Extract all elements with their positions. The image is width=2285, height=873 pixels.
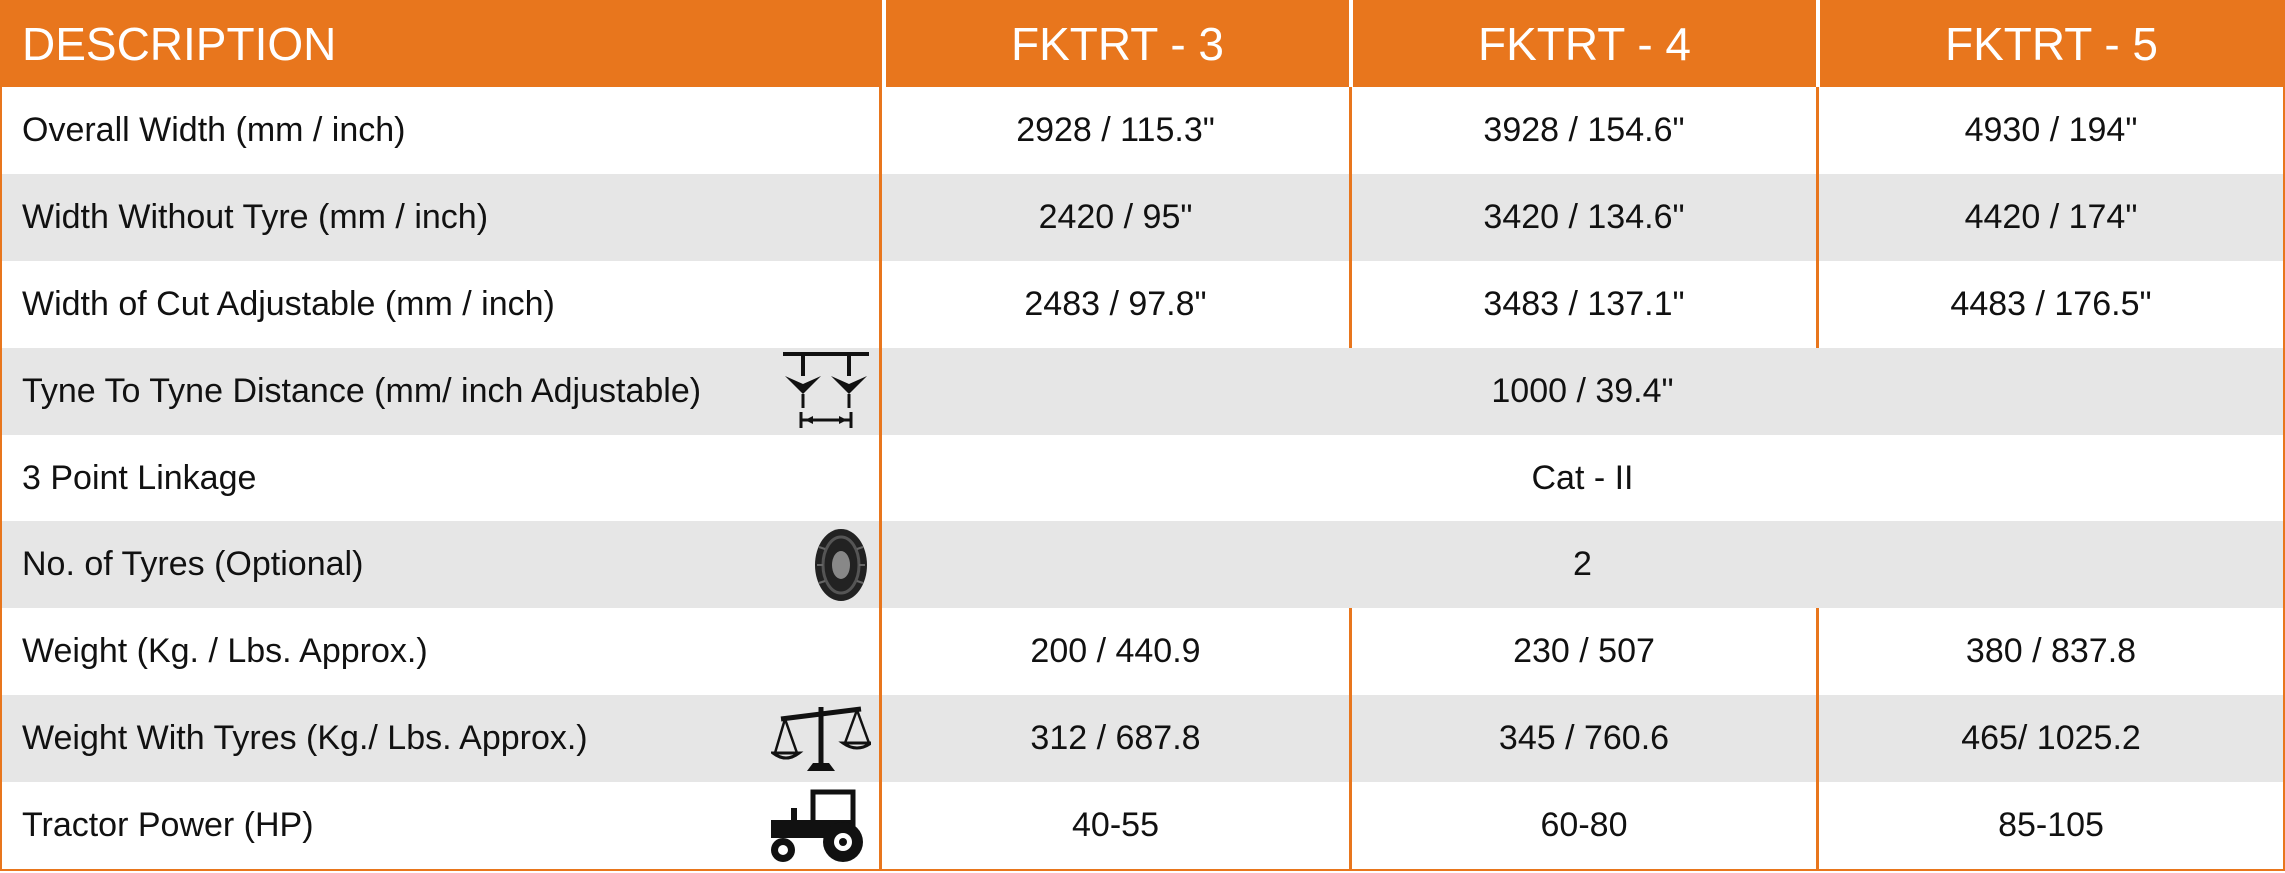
header-fktrt-3: FKTRT - 3	[882, 0, 1349, 87]
table-cell: 4420 / 174"	[1816, 173, 2283, 261]
row-label-text: Weight (Kg. / Lbs. Approx.)	[22, 632, 428, 671]
row-label-no-of-tyres: No. of Tyres (Optional)	[2, 521, 882, 609]
table-cell: 85-105	[1816, 782, 2283, 870]
table-cell: 2483 / 97.8"	[1024, 284, 1207, 323]
row-label-weight-with-tyres: Weight With Tyres (Kg./ Lbs. Approx.)	[2, 695, 882, 783]
table-cell: 312 / 687.8	[882, 695, 1349, 783]
row-label-width-of-cut: Width of Cut Adjustable (mm / inch)	[2, 260, 882, 348]
row-label-text: Tractor Power (HP)	[22, 806, 314, 845]
table-cell: 4483 / 176.5"	[1816, 260, 2283, 348]
header-fktrt-5: FKTRT - 5	[1816, 0, 2283, 87]
table-cell: 40-55	[1072, 806, 1159, 845]
row-label-text: Tyne To Tyne Distance (mm/ inch Adjustab…	[22, 371, 702, 410]
table-cell: 465/ 1025.2	[1816, 695, 2283, 783]
table-cell: 380 / 837.8	[1816, 608, 2283, 696]
tyre-icon	[815, 528, 867, 601]
header-description: DESCRIPTION	[2, 0, 882, 87]
row-label-overall-width: Overall Width (mm / inch)	[2, 87, 882, 174]
row-label-text: 3 Point Linkage	[22, 458, 257, 497]
header-fktrt-4: FKTRT - 4	[1349, 0, 1816, 87]
row-label-text: Weight With Tyres (Kg./ Lbs. Approx.)	[22, 719, 588, 758]
table-cell: 2928 / 115.3"	[1016, 110, 1215, 149]
table-cell: 1000 / 39.4"	[882, 347, 2283, 435]
row-label-text: Width Without Tyre (mm / inch)	[22, 197, 489, 236]
row-label-width-without-tyre: Width Without Tyre (mm / inch)	[2, 173, 882, 261]
table-cell: 3483 / 137.1"	[1349, 260, 1816, 348]
row-label-tractor-power: Tractor Power (HP)	[2, 782, 882, 870]
row-label-text: Width of Cut Adjustable (mm / inch)	[22, 284, 555, 323]
row-label-tyne-distance: Tyne To Tyne Distance (mm/ inch Adjustab…	[2, 347, 882, 435]
table-cell: 60-80	[1349, 782, 1816, 870]
table-cell: 3928 / 154.6"	[1349, 87, 1816, 174]
row-label-text: No. of Tyres (Optional)	[22, 545, 364, 584]
tractor-icon	[771, 789, 863, 862]
scale-icon	[771, 706, 871, 771]
table-cell: 4930 / 194"	[1816, 87, 2283, 174]
table-cell: 2	[882, 521, 2283, 609]
row-label-3-point-linkage: 3 Point Linkage	[2, 434, 882, 522]
row-label-weight: Weight (Kg. / Lbs. Approx.)	[2, 608, 882, 696]
table-cell: 3420 / 134.6"	[1349, 173, 1816, 261]
table-cell: 2420 / 95"	[882, 173, 1349, 261]
table-cell: 345 / 760.6	[1349, 695, 1816, 783]
table-cell: 200 / 440.9	[1030, 632, 1201, 671]
row-label-text: Overall Width (mm / inch)	[22, 110, 406, 149]
tyne-distance-icon	[783, 352, 869, 429]
table-cell: Cat - II	[1531, 458, 1634, 497]
table-cell: 230 / 507	[1349, 608, 1816, 696]
